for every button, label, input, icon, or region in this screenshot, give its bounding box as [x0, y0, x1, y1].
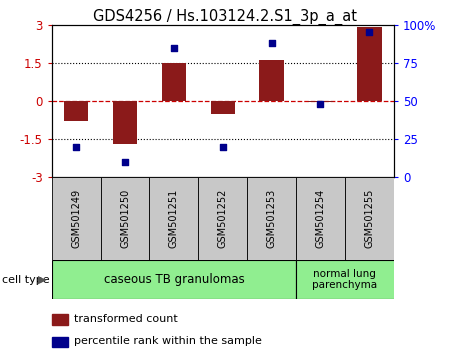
Text: GDS4256 / Hs.103124.2.S1_3p_a_at: GDS4256 / Hs.103124.2.S1_3p_a_at: [93, 9, 357, 25]
Point: [268, 40, 275, 46]
FancyBboxPatch shape: [345, 177, 394, 260]
Bar: [308, 101, 333, 102]
Text: percentile rank within the sample: percentile rank within the sample: [73, 336, 261, 346]
Text: GSM501255: GSM501255: [364, 189, 374, 248]
Text: GSM501252: GSM501252: [218, 189, 228, 248]
Point: [317, 101, 324, 107]
Point: [219, 144, 226, 149]
FancyBboxPatch shape: [198, 177, 247, 260]
FancyBboxPatch shape: [149, 177, 198, 260]
Bar: [357, 27, 382, 101]
Text: GSM501253: GSM501253: [266, 189, 277, 248]
FancyBboxPatch shape: [296, 177, 345, 260]
Text: normal lung
parenchyma: normal lung parenchyma: [312, 269, 378, 291]
Text: transformed count: transformed count: [73, 314, 177, 324]
Text: cell type: cell type: [2, 275, 50, 285]
Bar: [52, 337, 68, 347]
Bar: [162, 63, 186, 101]
Text: ▶: ▶: [38, 275, 47, 285]
Text: GSM501249: GSM501249: [71, 189, 81, 248]
FancyBboxPatch shape: [52, 177, 101, 260]
FancyBboxPatch shape: [101, 177, 149, 260]
Bar: [113, 101, 137, 144]
Bar: [259, 60, 284, 101]
Point: [122, 159, 129, 165]
Bar: [64, 101, 88, 121]
Bar: [52, 314, 68, 325]
Text: GSM501251: GSM501251: [169, 189, 179, 248]
Point: [72, 144, 80, 149]
Point: [170, 45, 177, 51]
Text: caseous TB granulomas: caseous TB granulomas: [104, 273, 244, 286]
FancyBboxPatch shape: [52, 260, 296, 299]
Text: GSM501254: GSM501254: [315, 189, 325, 248]
Bar: [211, 101, 235, 114]
Text: GSM501250: GSM501250: [120, 189, 130, 248]
Point: [366, 30, 373, 35]
FancyBboxPatch shape: [247, 177, 296, 260]
FancyBboxPatch shape: [296, 260, 418, 299]
